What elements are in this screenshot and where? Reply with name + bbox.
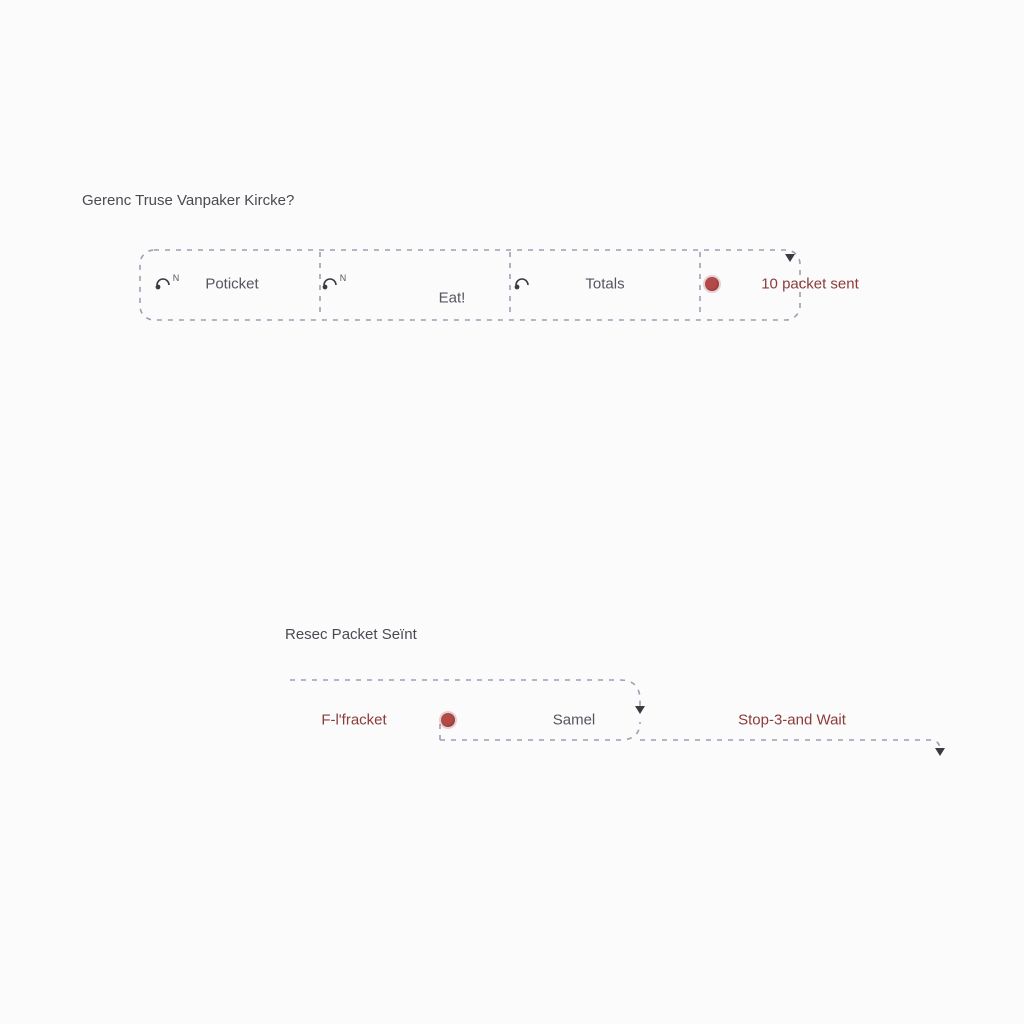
- d2-label-0: F-l'fracket: [321, 712, 386, 729]
- arrow-down-icon: [935, 748, 945, 756]
- d1-label-1: Eat!: [439, 290, 466, 307]
- arrow-down-icon: [785, 254, 795, 262]
- arrow-down-icon: [635, 706, 645, 714]
- d2-top-path: [290, 680, 640, 708]
- d1-icon1-sup: N: [340, 273, 347, 283]
- d1-label-0: Poticket: [205, 276, 258, 293]
- d1-label-3: 10 packet sent: [761, 276, 859, 293]
- d2-bottom-path: [440, 718, 940, 750]
- status-dot-icon: [441, 713, 455, 727]
- d2-label-1: Samel: [553, 712, 596, 729]
- d1-icon0-sup: N: [173, 273, 180, 283]
- d2-title: Resec Packet Seïnt: [285, 626, 417, 643]
- headset-icon: [154, 276, 172, 292]
- headset-icon: [513, 276, 531, 292]
- d1-title: Gerenc Truse Vanpaker Kircke?: [82, 192, 294, 209]
- d2-label-2: Stop-3-and Wait: [738, 712, 846, 729]
- headset-icon: [321, 276, 339, 292]
- d1-label-2: Totals: [585, 276, 624, 293]
- diagram-strokes: [0, 0, 1024, 1024]
- status-dot-icon: [705, 277, 719, 291]
